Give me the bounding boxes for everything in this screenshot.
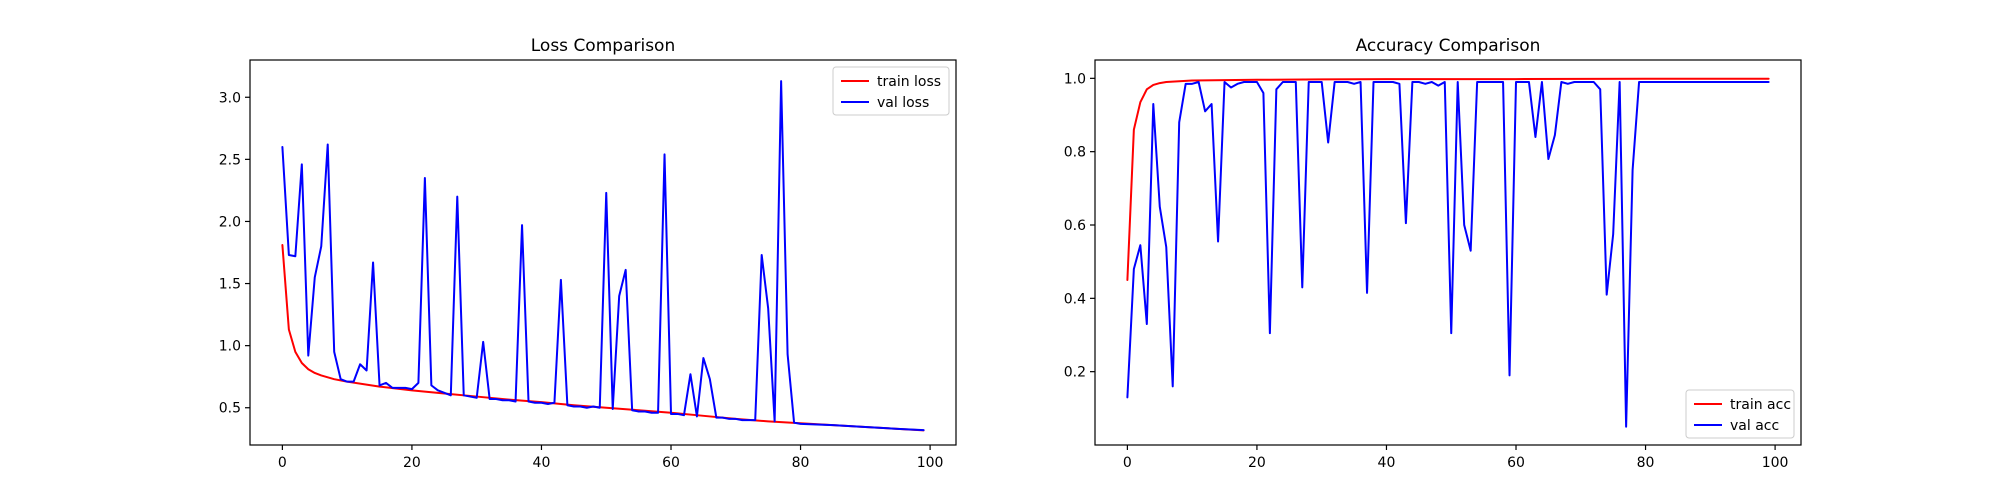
x-tick-label: 20 — [403, 455, 421, 471]
y-tick-label: 0.2 — [1064, 365, 1086, 381]
x-tick-label: 0 — [1123, 455, 1132, 471]
x-tick-label: 100 — [917, 455, 944, 471]
axes-frame — [249, 59, 957, 446]
x-tick-label: 60 — [662, 455, 680, 471]
y-tick-label: 3.0 — [219, 90, 241, 106]
plot-area — [1126, 77, 1770, 428]
x-tick-label: 0 — [278, 455, 287, 471]
x-tick-label: 80 — [792, 455, 810, 471]
y-tick-label: 0.8 — [1064, 145, 1086, 161]
y-tick-label: 1.0 — [1064, 71, 1086, 87]
loss-comparison-chart: Loss Comparison 0 20 40 60 80 100 0.5 1.0 1.5 2.0 2… — [219, 36, 957, 471]
y-tick-label: 0.4 — [1064, 291, 1086, 307]
y-tick-label: 2.5 — [219, 152, 241, 168]
plot-area — [281, 80, 925, 432]
y-tick-label: 1.0 — [219, 339, 241, 355]
y-tick-label: 0.6 — [1064, 218, 1086, 234]
y-tick-label: 1.5 — [219, 277, 241, 293]
x-tick-label: 40 — [1378, 455, 1396, 471]
series-line-val-acc — [1126, 81, 1770, 428]
x-tick-label: 40 — [533, 455, 551, 471]
x-tick-label: 100 — [1762, 455, 1789, 471]
legend: train loss val loss — [832, 66, 950, 116]
y-tick-label: 2.0 — [219, 214, 241, 230]
series-line-val-loss — [281, 80, 925, 432]
legend-label-val-loss: val loss — [877, 95, 929, 111]
y-tick-label: 0.5 — [219, 401, 241, 417]
x-tick-label: 80 — [1637, 455, 1655, 471]
chart-title: Loss Comparison — [531, 36, 675, 56]
chart-title: Accuracy Comparison — [1356, 36, 1541, 56]
axes-frame — [1094, 59, 1802, 446]
legend-label-train-acc: train acc — [1730, 397, 1791, 413]
legend-label-train-loss: train loss — [877, 74, 941, 90]
legend: train acc val acc — [1685, 389, 1795, 439]
series-line-train-acc — [1126, 77, 1770, 281]
x-tick-label: 60 — [1507, 455, 1525, 471]
legend-label-val-acc: val acc — [1730, 418, 1779, 434]
accuracy-comparison-chart: Accuracy Comparison 0 20 40 60 80 100 0.2 0.4 0.6… — [1064, 36, 1802, 471]
x-tick-label: 20 — [1248, 455, 1266, 471]
